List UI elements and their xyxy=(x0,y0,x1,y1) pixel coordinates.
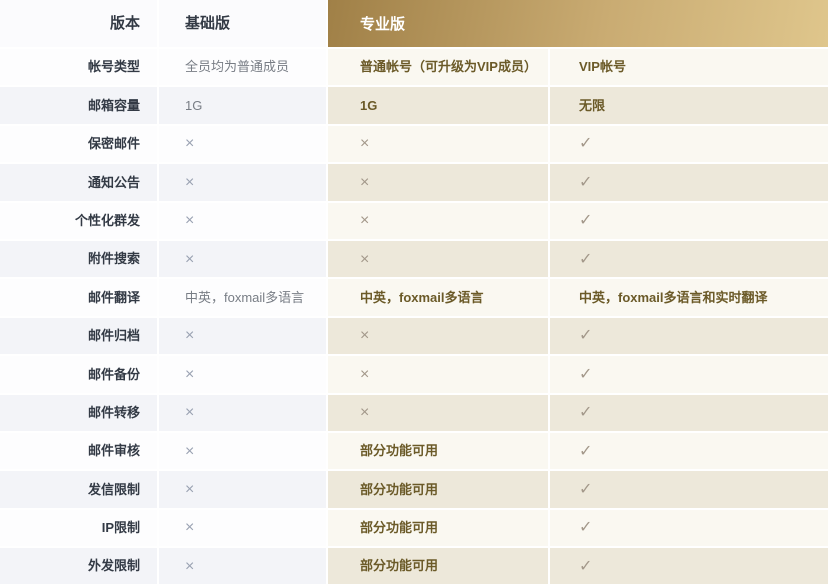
feature-label: 邮件归档 xyxy=(0,317,157,355)
basic-value: 全员均为普通成员 xyxy=(159,49,326,86)
basic-cross-mark: × xyxy=(159,548,326,585)
header-version-column: 版本 xyxy=(0,0,157,47)
pro-standard-cross-mark: × xyxy=(328,164,548,201)
pro-vip-check-mark: ✓ xyxy=(550,125,828,163)
basic-cross-mark: × xyxy=(159,394,326,431)
pro-standard-value: 部分功能可用 xyxy=(328,548,548,585)
header-pro-edition: 专业版 xyxy=(328,0,828,47)
basic-cross-mark: × xyxy=(159,432,326,470)
header-basic-edition: 基础版 xyxy=(159,0,326,47)
pro-vip-check-mark: ✓ xyxy=(550,509,828,547)
basic-cross-mark: × xyxy=(159,356,326,393)
pro-standard-value: 部分功能可用 xyxy=(328,509,548,547)
feature-label: 邮件翻译 xyxy=(0,279,157,316)
basic-value: 中英，foxmail多语言 xyxy=(159,279,326,316)
basic-cross-mark: × xyxy=(159,471,326,508)
basic-cross-mark: × xyxy=(159,509,326,547)
feature-label: 邮件转移 xyxy=(0,394,157,431)
pro-standard-cross-mark: × xyxy=(328,356,548,393)
feature-label: 外发限制 xyxy=(0,548,157,585)
feature-label: 邮件备份 xyxy=(0,356,157,393)
basic-cross-mark: × xyxy=(159,164,326,201)
pro-standard-value: 普通帐号（可升级为VIP成员） xyxy=(328,49,548,86)
feature-label: 邮箱容量 xyxy=(0,87,157,124)
pro-standard-cross-mark: × xyxy=(328,394,548,431)
pro-vip-check-mark: ✓ xyxy=(550,317,828,355)
feature-label: 邮件审核 xyxy=(0,432,157,470)
basic-cross-mark: × xyxy=(159,125,326,163)
feature-label: 附件搜索 xyxy=(0,240,157,278)
basic-cross-mark: × xyxy=(159,317,326,355)
pro-standard-cross-mark: × xyxy=(328,240,548,278)
pro-vip-check-mark: ✓ xyxy=(550,394,828,431)
basic-value: 1G xyxy=(159,87,326,124)
feature-label: 保密邮件 xyxy=(0,125,157,163)
pro-standard-cross-mark: × xyxy=(328,317,548,355)
feature-label: 个性化群发 xyxy=(0,202,157,239)
pro-standard-value: 部分功能可用 xyxy=(328,432,548,470)
pro-vip-check-mark: ✓ xyxy=(550,240,828,278)
pro-vip-check-mark: ✓ xyxy=(550,164,828,201)
pro-vip-check-mark: ✓ xyxy=(550,471,828,508)
feature-label: 通知公告 xyxy=(0,164,157,201)
pro-standard-value: 部分功能可用 xyxy=(328,471,548,508)
pro-standard-value: 中英，foxmail多语言 xyxy=(328,279,548,316)
pro-vip-check-mark: ✓ xyxy=(550,432,828,470)
pro-standard-cross-mark: × xyxy=(328,202,548,239)
basic-cross-mark: × xyxy=(159,202,326,239)
pro-vip-value: 中英，foxmail多语言和实时翻译 xyxy=(550,279,828,316)
pro-vip-check-mark: ✓ xyxy=(550,548,828,585)
basic-cross-mark: × xyxy=(159,240,326,278)
feature-label: 发信限制 xyxy=(0,471,157,508)
pro-vip-check-mark: ✓ xyxy=(550,356,828,393)
feature-label: 帐号类型 xyxy=(0,49,157,86)
pro-vip-value: 无限 xyxy=(550,87,828,124)
pro-standard-cross-mark: × xyxy=(328,125,548,163)
pro-standard-value: 1G xyxy=(328,87,548,124)
feature-label: IP限制 xyxy=(0,509,157,547)
pro-vip-value: VIP帐号 xyxy=(550,49,828,86)
pro-vip-check-mark: ✓ xyxy=(550,202,828,239)
